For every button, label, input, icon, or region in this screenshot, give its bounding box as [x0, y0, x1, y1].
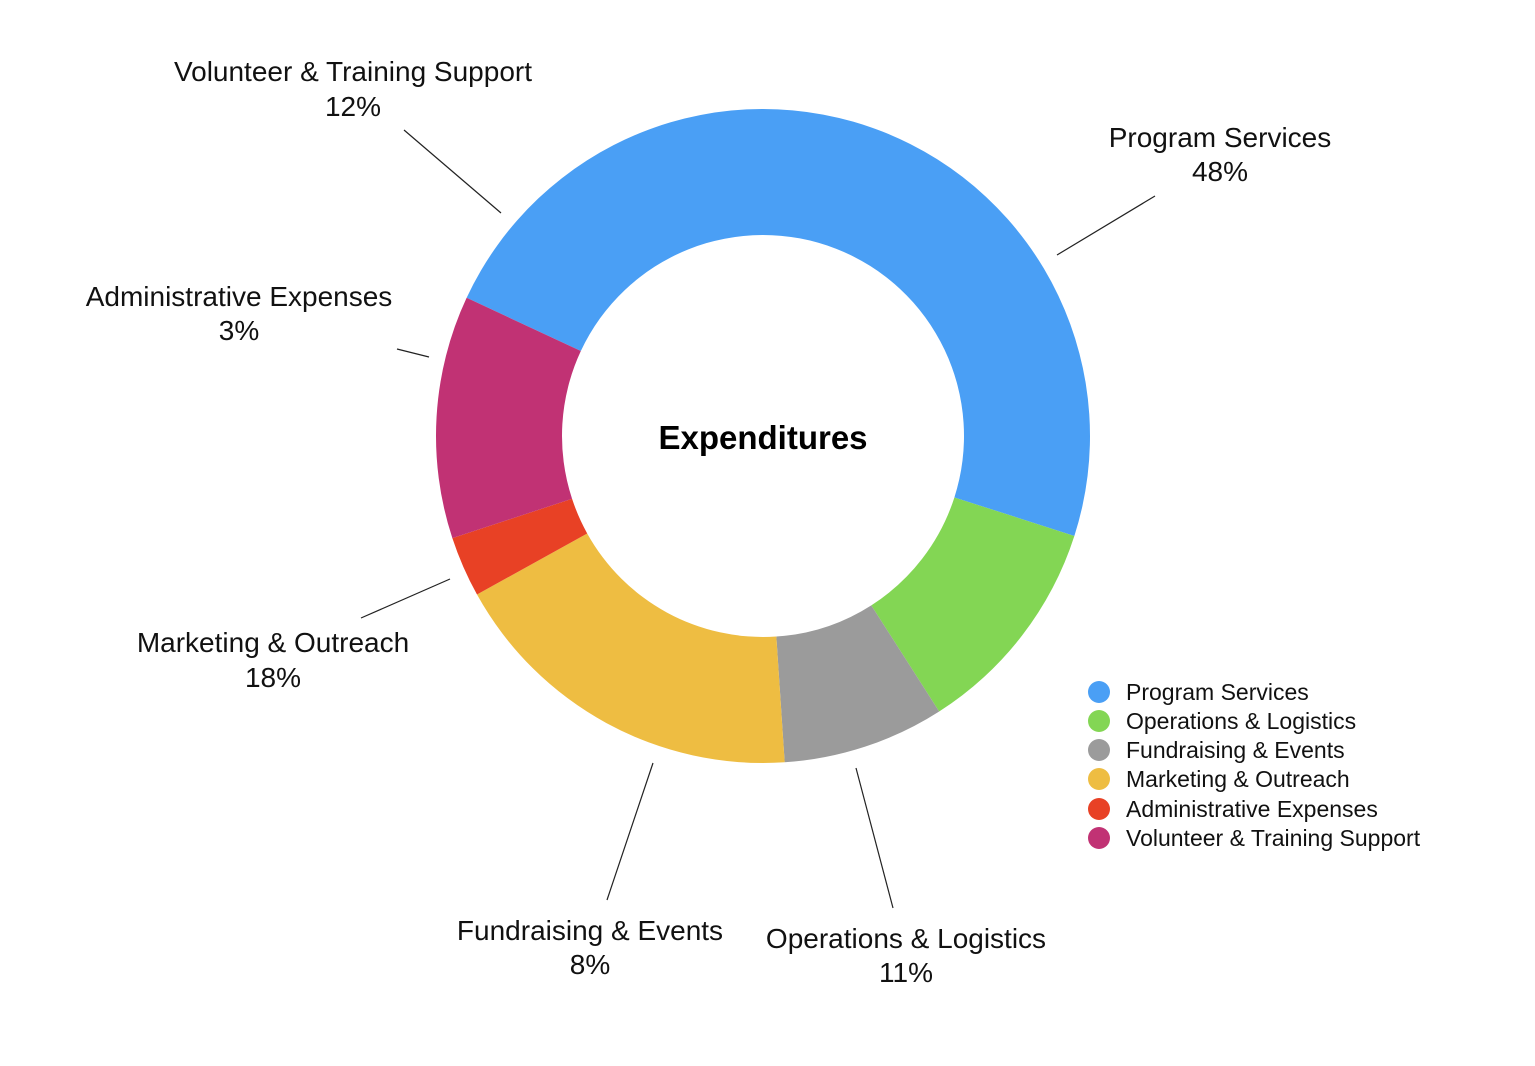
legend-item-operations-logistics: Operations & Logistics — [1088, 708, 1356, 734]
legend: Program Services Operations & Logistics … — [1088, 679, 1421, 851]
legend-swatch — [1088, 739, 1110, 761]
slices-group — [436, 108, 1091, 763]
callout-label: Administrative Expenses — [86, 281, 393, 312]
callout-label: Marketing & Outreach — [137, 627, 409, 658]
legend-swatch — [1088, 710, 1110, 732]
leader-line — [1056, 195, 1156, 256]
slice-operations-logistics — [871, 497, 1075, 712]
leader-line — [855, 767, 894, 909]
legend-label: Program Services — [1126, 679, 1309, 705]
leader-line — [606, 762, 654, 901]
slice-fundraising-events — [776, 605, 940, 763]
center-title: Expenditures — [658, 419, 867, 456]
callout-percent: 8% — [570, 949, 610, 980]
callout-label: Volunteer & Training Support — [174, 56, 532, 87]
legend-label: Administrative Expenses — [1126, 796, 1378, 822]
callout-volunteer-training-support: Volunteer & Training Support 12% — [174, 56, 532, 214]
callout-percent: 48% — [1192, 156, 1248, 187]
legend-item-administrative-expenses: Administrative Expenses — [1088, 796, 1378, 822]
callout-label: Fundraising & Events — [457, 915, 723, 946]
callout-percent: 12% — [325, 91, 381, 122]
slice-program-services — [466, 108, 1091, 536]
leader-line — [360, 578, 451, 619]
slice-volunteer-training-support — [436, 297, 581, 539]
legend-swatch — [1088, 681, 1110, 703]
callout-operations-logistics: Operations & Logistics 11% — [766, 767, 1046, 988]
callout-marketing-outreach: Marketing & Outreach 18% — [137, 578, 451, 693]
legend-item-program-services: Program Services — [1088, 679, 1309, 705]
callout-percent: 11% — [879, 957, 933, 988]
callout-label: Operations & Logistics — [766, 923, 1046, 954]
legend-item-fundraising-events: Fundraising & Events — [1088, 737, 1345, 763]
legend-item-marketing-outreach: Marketing & Outreach — [1088, 766, 1350, 792]
legend-label: Marketing & Outreach — [1126, 766, 1350, 792]
legend-label: Operations & Logistics — [1126, 708, 1356, 734]
callout-program-services: Program Services 48% — [1056, 122, 1332, 256]
legend-label: Volunteer & Training Support — [1126, 825, 1421, 851]
slice-marketing-outreach — [476, 533, 785, 763]
callout-percent: 3% — [219, 315, 259, 346]
callout-administrative-expenses: Administrative Expenses 3% — [86, 281, 430, 358]
callout-percent: 18% — [245, 662, 301, 693]
legend-swatch — [1088, 798, 1110, 820]
legend-item-volunteer-training-support: Volunteer & Training Support — [1088, 825, 1421, 851]
legend-swatch — [1088, 827, 1110, 849]
leader-line — [396, 348, 430, 358]
legend-swatch — [1088, 768, 1110, 790]
callout-fundraising-events: Fundraising & Events 8% — [457, 762, 723, 980]
callout-label: Program Services — [1109, 122, 1332, 153]
legend-label: Fundraising & Events — [1126, 737, 1345, 763]
slice-administrative-expenses — [452, 498, 588, 595]
leader-line — [403, 129, 502, 214]
